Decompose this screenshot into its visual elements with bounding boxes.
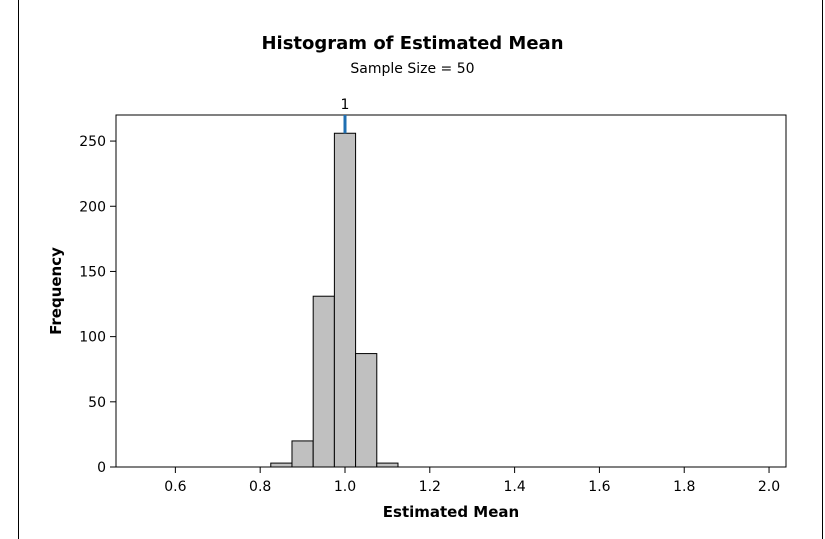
histogram-bar-5 — [376, 462, 399, 468]
histogram-bar-4 — [355, 353, 378, 468]
chart-frame — [18, 0, 823, 539]
x-tick-label: 2.0 — [758, 479, 780, 495]
histogram-bar-2 — [312, 295, 335, 468]
y-tick-label: 150 — [79, 264, 106, 280]
y-tick-label: 100 — [79, 330, 106, 346]
x-tick-label: 1.0 — [334, 479, 356, 495]
histogram-bar-0 — [270, 462, 293, 468]
y-axis-ticks: 0 50 100 150 200 250 — [79, 134, 116, 476]
x-tick-label: 1.6 — [588, 479, 610, 495]
x-tick-label: 1.8 — [673, 479, 695, 495]
histogram-bar-1 — [291, 440, 314, 468]
y-axis-label: Frequency — [47, 247, 65, 335]
y-tick-label: 250 — [79, 134, 106, 150]
x-tick-label: 1.4 — [503, 479, 525, 495]
chart-subtitle: Sample Size = 50 — [350, 61, 475, 77]
x-tick-label: 1.2 — [419, 479, 441, 495]
x-tick-label: 0.6 — [164, 479, 186, 495]
y-tick-label: 200 — [79, 199, 106, 215]
histogram-bar-3 — [333, 132, 357, 468]
chart-title: Histogram of Estimated Mean — [261, 33, 564, 54]
histogram-bars — [270, 132, 399, 468]
x-axis-ticks: 0.6 0.8 1.0 1.2 1.4 1.6 1.8 2.0 — [164, 467, 780, 495]
x-axis-label: Estimated Mean — [383, 503, 519, 521]
y-tick-label: 0 — [97, 460, 106, 476]
y-tick-label: 50 — [88, 395, 106, 411]
plot-area — [115, 114, 787, 468]
reference-line-label: 1 — [341, 97, 350, 113]
x-tick-label: 0.8 — [249, 479, 271, 495]
